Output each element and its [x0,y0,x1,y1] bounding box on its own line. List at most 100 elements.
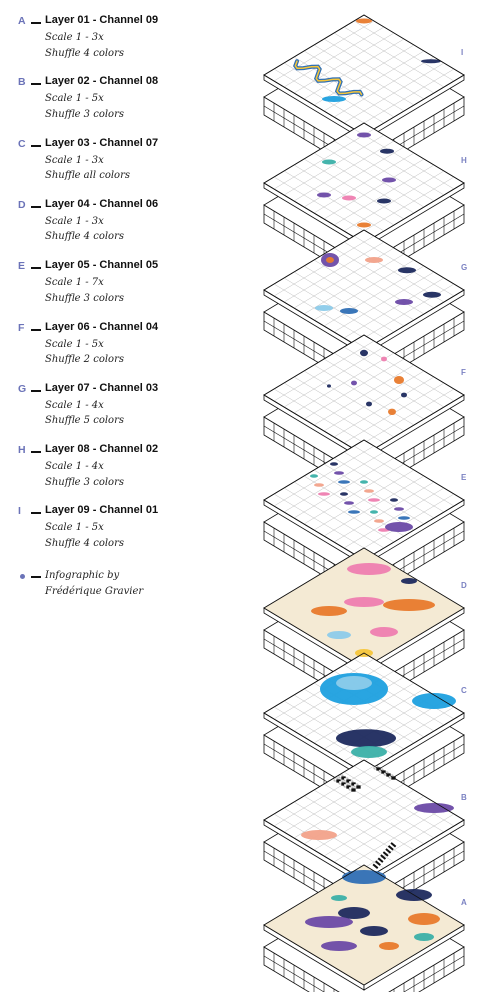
color-blob [380,148,394,154]
grid-line [273,388,375,450]
dash-icon [31,576,41,578]
color-blob [360,349,368,357]
grid-line [293,164,395,226]
grid-line [313,364,415,426]
grid-line [293,376,395,438]
color-blob [381,356,387,362]
legend-entry-b: B Layer 02 - Channel 08 Scale 1 - 5x Shuffl… [18,75,248,122]
color-blob [401,392,407,398]
grid-line [273,176,375,238]
grid-line [323,158,425,220]
legend-letter: G [18,382,27,395]
legend-scale: Scale 1 - 7x [45,277,104,289]
color-blob [310,474,318,478]
layer-label-g: G [461,263,467,272]
color-blob [357,222,371,228]
color-blob [357,132,371,138]
color-blob [398,267,416,274]
color-blob [395,299,413,305]
layer-e: E [263,439,467,601]
legend-letter: B [18,76,26,89]
color-blob [379,942,399,950]
hatch-strip [371,842,397,870]
color-blob [370,627,398,637]
color-blob [412,693,456,709]
color-blob [336,676,372,690]
layer-label-c: C [461,686,467,695]
color-blob [331,895,347,901]
legend-scale: Scale 1 - 3x [45,215,104,227]
dash-icon [31,205,41,208]
grid-line [293,481,395,543]
legend-scale: Scale 1 - 3x [45,32,104,43]
checker-cell [356,785,361,789]
color-blob [342,870,386,884]
grid-line [353,176,455,238]
color-blob [342,195,356,201]
color-blob [360,926,388,936]
layer-label-a: A [461,898,467,907]
squiggle-highlight [294,60,363,96]
legend-shuffle: Shuffle 5 colors [45,415,124,427]
grid-line [343,277,445,339]
grid-line [313,259,415,321]
dash-icon [31,451,41,454]
color-blob [394,507,404,511]
color-blob [390,498,398,502]
grid-line [313,44,415,106]
legend-scale: Scale 1 - 5x [45,522,104,534]
color-blob [374,519,384,523]
layer-d: D [263,547,467,709]
color-blob [344,597,384,607]
legend-title: Layer 02 - Channel 08 [45,75,159,88]
dash-icon [31,144,41,147]
color-blob [301,830,337,840]
legend-entry-i: I Layer 09 - Channel 01 Scale 1 - 5x Shuffl… [18,504,248,551]
color-blob [305,916,353,928]
grid-line [273,283,375,345]
grid-line [273,813,375,875]
grid-line [293,801,395,863]
legend-scale: Scale 1 - 3x [45,154,104,166]
color-blob [334,471,344,475]
color-blob [398,516,410,520]
color-blob [322,96,346,102]
legend-shuffle: Shuffle 3 colors [45,476,124,488]
grid-line [343,807,445,869]
layer-a: A [263,864,467,992]
grid-line [303,50,405,112]
color-blob [366,401,372,407]
color-blob [327,384,331,388]
block-mid-line [263,955,465,992]
grid-line [283,487,385,549]
dash-icon [31,267,41,270]
color-blob [344,501,354,505]
grid-line [283,62,385,124]
legend-title: Layer 06 - Channel 04 [45,320,159,333]
legend-title: Layer 05 - Channel 05 [45,259,159,272]
legend-letter: D [18,198,26,211]
legend-letter: I [18,505,21,518]
grid-line [283,277,385,339]
legend-entry-e: E Layer 05 - Channel 05 Scale 1 - 7x Shuffl… [18,259,248,306]
grid-line [333,481,435,543]
color-blob [382,177,396,183]
color-blob [317,192,331,198]
color-blob [394,376,404,384]
grid-line [283,170,385,232]
grid-line [343,487,445,549]
color-blob [314,483,324,487]
grid-line [283,382,385,444]
legend-entry-credit: Infographic by Frédérique Gravier [18,568,248,599]
grid-line [333,271,435,333]
color-blob [383,599,435,611]
credit-line-1: Infographic by [45,570,120,581]
grid-line [333,376,435,438]
color-blob [388,408,396,415]
color-blob [408,913,440,925]
legend-letter: A [18,15,26,27]
grid-line [303,158,405,220]
legend-scale: Scale 1 - 5x [45,338,104,350]
grid-line [303,265,405,327]
legend-entry-h: H Layer 08 - Channel 02 Scale 1 - 4x Shuffl… [18,443,248,490]
